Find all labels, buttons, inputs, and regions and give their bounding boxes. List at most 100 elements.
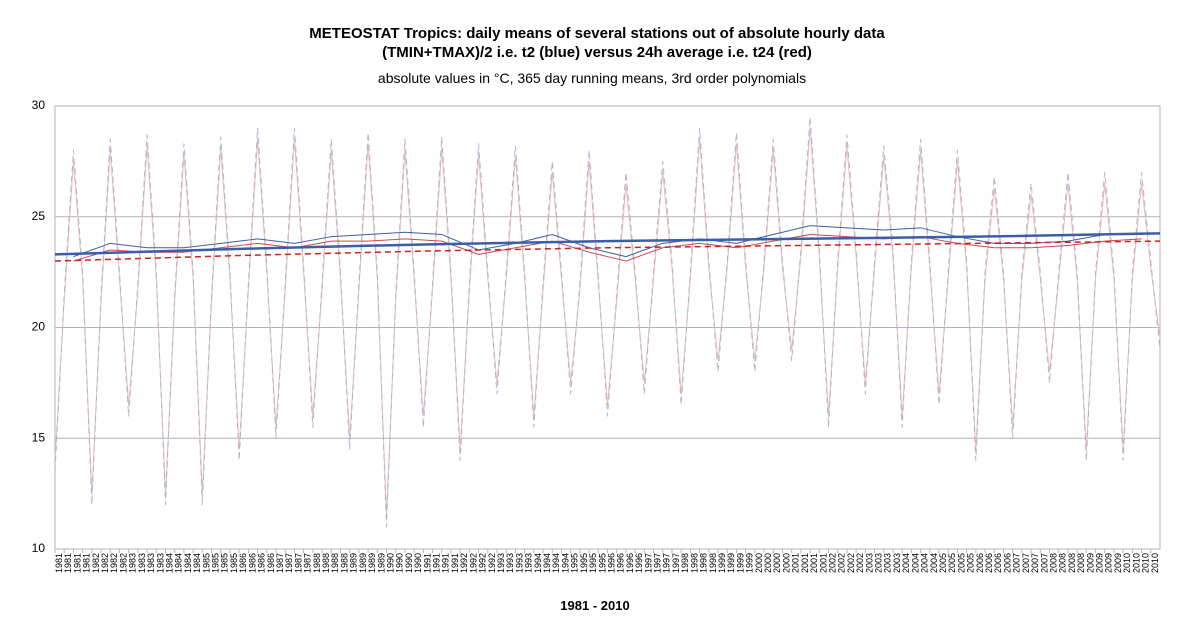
- y-tick-label: 15: [32, 430, 46, 444]
- x-tick-label: 2002: [837, 553, 847, 573]
- x-tick-label: 2003: [883, 553, 893, 573]
- x-tick-label: 1987: [303, 553, 313, 573]
- x-tick-label: 1994: [551, 553, 561, 573]
- x-tick-label: 1995: [579, 553, 589, 573]
- x-tick-label: 1987: [293, 553, 303, 573]
- x-tick-label: 2000: [781, 553, 791, 573]
- x-tick-label: 1986: [247, 553, 257, 573]
- x-tick-label: 2007: [1021, 553, 1031, 573]
- x-tick-label: 1983: [128, 553, 138, 573]
- x-tick-label: 2008: [1048, 553, 1058, 573]
- x-tick-label: 1997: [653, 553, 663, 573]
- x-tick-label: 2010: [1122, 553, 1132, 573]
- x-tick-label: 2002: [846, 553, 856, 573]
- series-line: [54, 240, 1161, 262]
- x-tick-label: 1988: [339, 553, 349, 573]
- x-tick-label: 2001: [818, 553, 828, 573]
- series-line: [73, 233, 1142, 262]
- x-tick-label: 1992: [468, 553, 478, 573]
- series-line: [54, 116, 1161, 528]
- x-tick-label: 1995: [597, 553, 607, 573]
- x-tick-label: 1991: [422, 553, 432, 573]
- x-tick-label: 2009: [1085, 553, 1095, 573]
- x-tick-label: 2007: [1039, 553, 1049, 573]
- x-tick-label: 1998: [699, 553, 709, 573]
- x-tick-label: 1985: [211, 553, 221, 573]
- x-tick-label: 2005: [938, 553, 948, 573]
- x-tick-label: 2003: [892, 553, 902, 573]
- x-tick-label: 1995: [588, 553, 598, 573]
- x-tick-label: 1981: [82, 553, 92, 573]
- x-tick-label: 2005: [956, 553, 966, 573]
- x-tick-label: 1984: [174, 553, 184, 573]
- x-tick-label: 2003: [874, 553, 884, 573]
- x-tick-label: 1985: [201, 553, 211, 573]
- x-tick-label: 2001: [800, 553, 810, 573]
- x-tick-label: 2001: [791, 553, 801, 573]
- x-tick-label: 2007: [1012, 553, 1022, 573]
- x-tick-label: 1991: [432, 553, 442, 573]
- x-tick-label: 1987: [284, 553, 294, 573]
- x-tick-label: 2004: [901, 553, 911, 573]
- x-tick-label: 1995: [570, 553, 580, 573]
- x-tick-label: 1999: [735, 553, 745, 573]
- x-tick-label: 1982: [109, 553, 119, 573]
- x-tick-label: 2005: [966, 553, 976, 573]
- x-tick-label: 1993: [514, 553, 524, 573]
- x-tick-label: 1997: [662, 553, 672, 573]
- x-tick-label: 2002: [855, 553, 865, 573]
- x-tick-label: 1985: [229, 553, 239, 573]
- x-tick-label: 1996: [616, 553, 626, 573]
- x-tick-label: 2003: [864, 553, 874, 573]
- x-tick-label: 1983: [137, 553, 147, 573]
- x-tick-label: 1986: [266, 553, 276, 573]
- x-tick-label: 2002: [827, 553, 837, 573]
- x-tick-label: 1990: [385, 553, 395, 573]
- x-tick-label: 1994: [542, 553, 552, 573]
- x-tick-label: 1981: [63, 553, 73, 573]
- x-tick-label: 2006: [993, 553, 1003, 573]
- x-tick-label: 1999: [726, 553, 736, 573]
- x-tick-label: 2010: [1131, 553, 1141, 573]
- x-tick-label: 1993: [524, 553, 534, 573]
- x-tick-label: 1992: [487, 553, 497, 573]
- x-tick-label: 1986: [257, 553, 267, 573]
- x-tick-label: 2004: [910, 553, 920, 573]
- x-tick-label: 1983: [146, 553, 156, 573]
- x-tick-label: 1984: [192, 553, 202, 573]
- x-tick-label: 1988: [330, 553, 340, 573]
- x-tick-label: 2009: [1095, 553, 1105, 573]
- x-tick-label: 1991: [441, 553, 451, 573]
- x-tick-label: 2009: [1104, 553, 1114, 573]
- x-tick-label: 1996: [625, 553, 635, 573]
- x-tick-label: 2010: [1141, 553, 1151, 573]
- x-tick-label: 1996: [634, 553, 644, 573]
- x-tick-label: 1985: [220, 553, 230, 573]
- x-tick-label: 1992: [459, 553, 469, 573]
- x-tick-label: 2006: [975, 553, 985, 573]
- x-tick-label: 1996: [606, 553, 616, 573]
- x-tick-label: 1988: [312, 553, 322, 573]
- x-tick-label: 1987: [275, 553, 285, 573]
- x-tick-label: 2008: [1076, 553, 1086, 573]
- x-tick-label: 2000: [763, 553, 773, 573]
- x-tick-label: 1993: [505, 553, 515, 573]
- x-tick-label: 1991: [450, 553, 460, 573]
- x-tick-label: 1984: [164, 553, 174, 573]
- x-tick-label: 2004: [920, 553, 930, 573]
- x-tick-label: 1989: [349, 553, 359, 573]
- x-tick-label: 1989: [367, 553, 377, 573]
- x-tick-label: 1999: [745, 553, 755, 573]
- x-tick-label: 2000: [754, 553, 764, 573]
- y-tick-label: 30: [32, 98, 46, 112]
- x-tick-label: 1998: [689, 553, 699, 573]
- series-line: [54, 127, 1161, 517]
- x-axis-label: 1981 - 2010: [560, 598, 629, 613]
- x-tick-label: 1998: [708, 553, 718, 573]
- y-tick-label: 25: [32, 209, 46, 223]
- series-line: [54, 232, 1161, 256]
- x-tick-label: 1982: [100, 553, 110, 573]
- x-tick-label: 2005: [947, 553, 957, 573]
- chart-title: (TMIN+TMAX)/2 i.e. t2 (blue) versus 24h …: [382, 44, 812, 61]
- x-tick-label: 1994: [533, 553, 543, 573]
